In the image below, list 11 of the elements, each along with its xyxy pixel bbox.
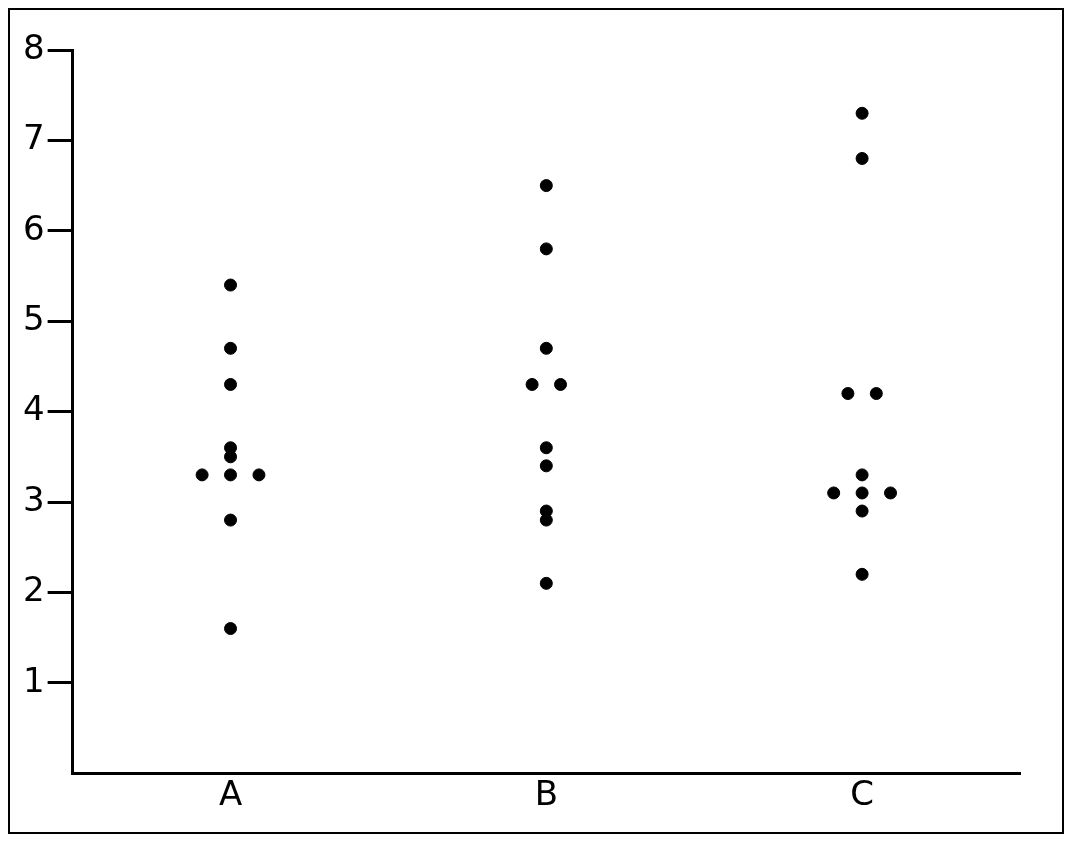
y-tick-label: 2 [22, 569, 45, 610]
x-tick-label: A [218, 773, 243, 814]
y-tick-label: 6 [22, 207, 45, 248]
x-tick-label: B [534, 773, 558, 814]
y-tick-label: 3 [22, 478, 45, 519]
y-tick-label: 8 [22, 26, 45, 67]
y-tick-label: 7 [22, 117, 45, 158]
x-tick-label: C [850, 773, 874, 814]
y-tick-label: 1 [22, 659, 45, 700]
y-tick-label: 4 [22, 388, 45, 429]
y-tick-label: 5 [22, 298, 45, 339]
